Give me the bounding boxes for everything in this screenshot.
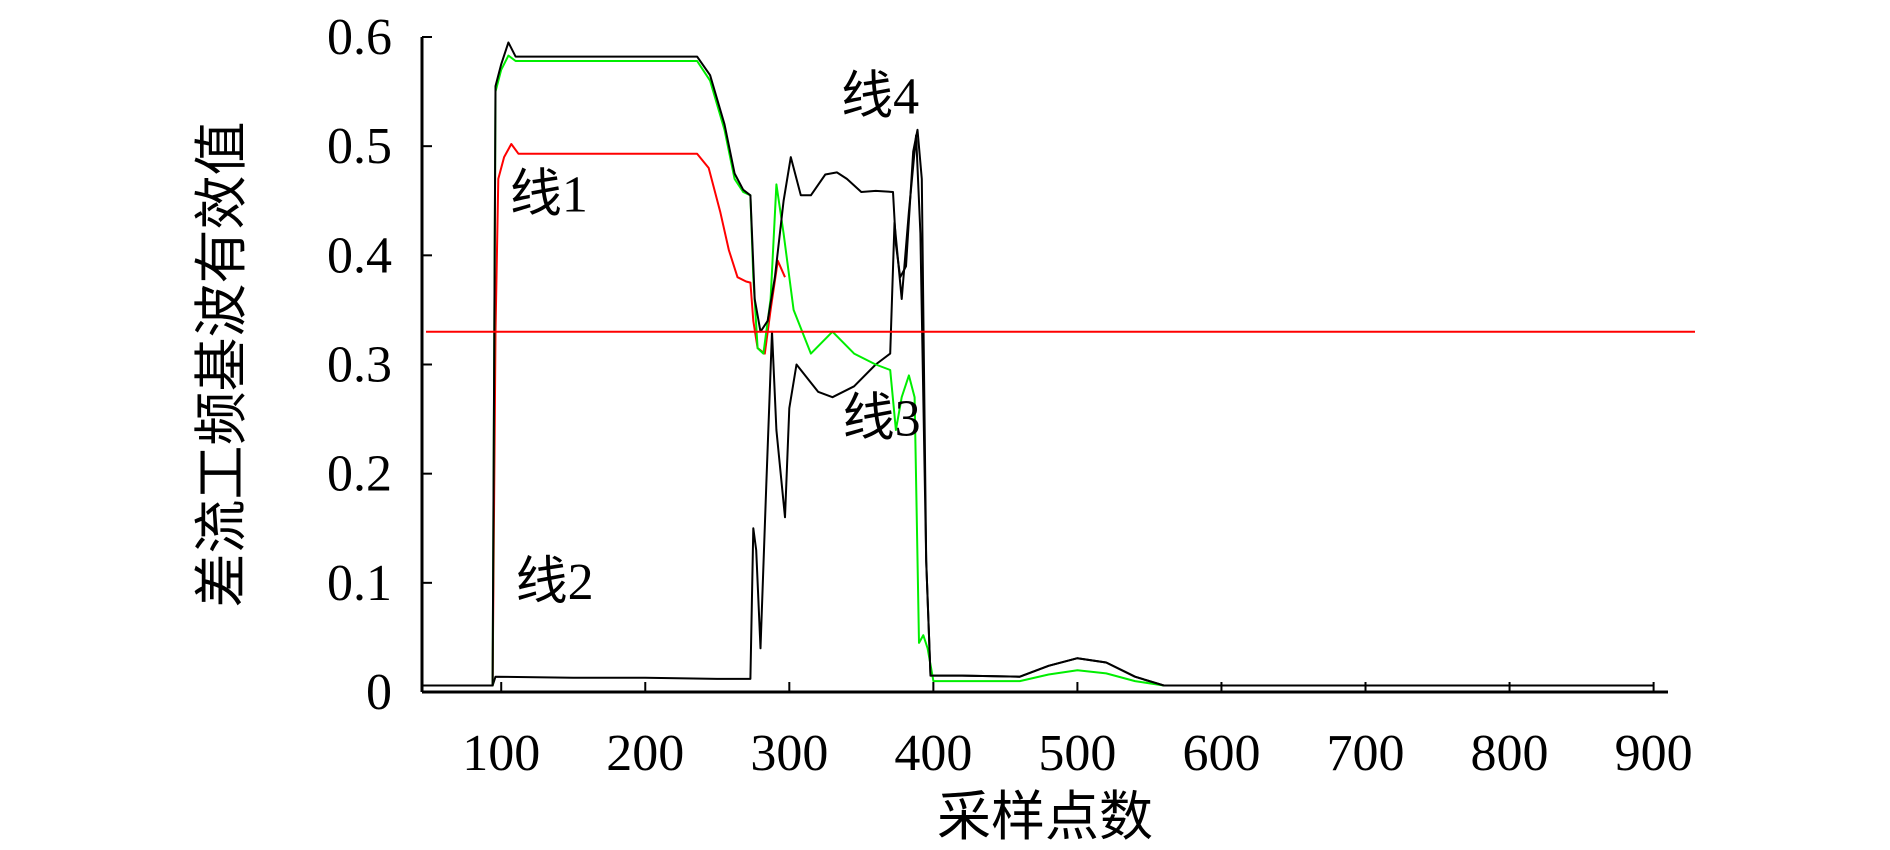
series-annotation: 线4 [841, 68, 919, 125]
series-line-3 [422, 54, 1654, 687]
x-tick-label: 800 [1471, 725, 1549, 782]
x-tick-label: 100 [462, 725, 540, 782]
x-tick-label: 900 [1615, 725, 1693, 782]
y-tick-label: 0.6 [327, 9, 392, 66]
x-tick-label: 200 [606, 725, 684, 782]
series-annotation: 线2 [516, 554, 594, 611]
series-line-4 [422, 41, 1654, 687]
series-annotation: 线3 [843, 390, 921, 447]
series-line-2 [422, 134, 1654, 687]
x-tick-label: 400 [894, 725, 972, 782]
x-tick-label: 500 [1038, 725, 1116, 782]
x-tick-label: 600 [1182, 725, 1260, 782]
y-axis-title: 差流工频基波有效值 [192, 122, 252, 608]
series-annotation: 线1 [510, 167, 588, 224]
series-line-1 [422, 143, 786, 687]
y-ticks: 0 0.1 0.2 0.3 0.4 0.5 0.6 [327, 9, 432, 721]
x-tick-label: 300 [750, 725, 828, 782]
axes [420, 37, 1668, 694]
annotations: 线1 线2 线3 线4 [510, 68, 921, 611]
x-tick-label: 700 [1327, 725, 1405, 782]
y-tick-label: 0.3 [327, 337, 392, 394]
series-layer [422, 41, 1654, 687]
y-tick-label: 0.1 [327, 555, 392, 612]
y-tick-label: 0.5 [327, 118, 392, 175]
x-axis-title: 采样点数 [937, 787, 1153, 847]
y-tick-label: 0.2 [327, 446, 392, 503]
y-tick-label: 0.4 [327, 227, 392, 284]
x-ticks: 100 200 300 400 500 600 700 800 900 [462, 682, 1693, 782]
y-tick-label: 0 [366, 664, 392, 721]
